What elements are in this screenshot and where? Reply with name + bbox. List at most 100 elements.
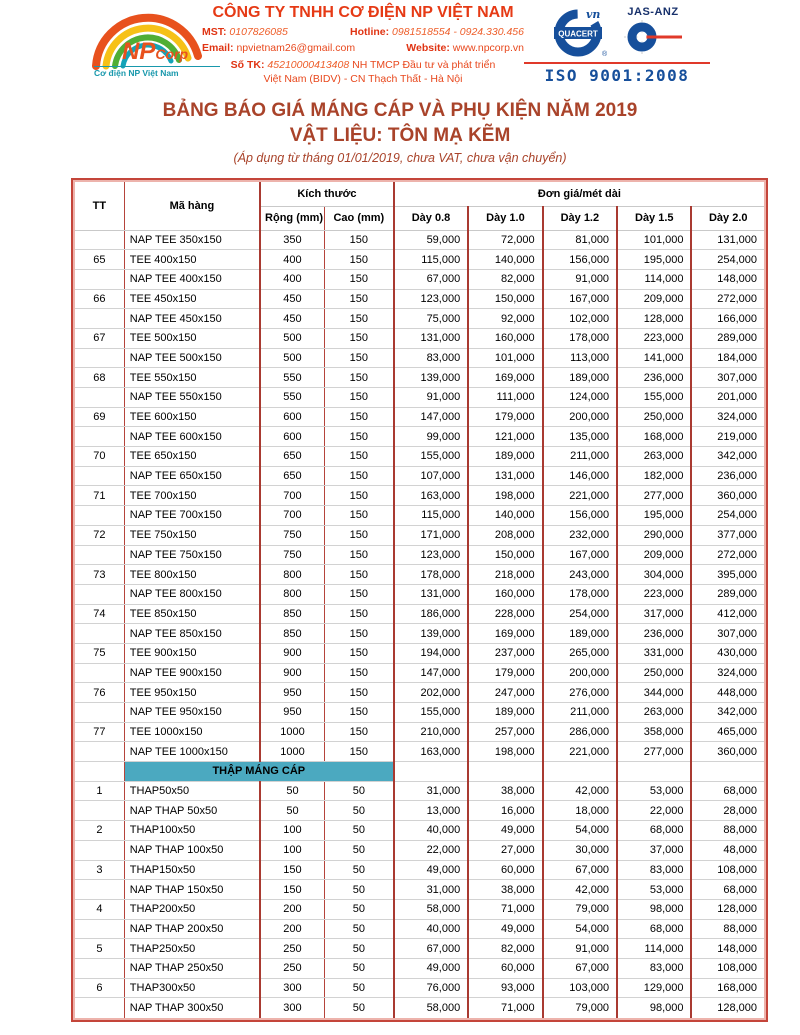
price-cell: 286,000 xyxy=(542,722,619,743)
tt-cell xyxy=(75,426,125,448)
price-cell: 111,000 xyxy=(468,387,544,408)
table-row: NAP THAP 50x50 50 50 13,000 16,000 18,000 22,0… xyxy=(75,800,764,822)
price-cell: 123,000 xyxy=(393,289,470,310)
width-cell: 950 xyxy=(260,702,325,723)
title-block: BẢNG BÁO GIÁ MÁNG CÁP VÀ PHỤ KIỆN NĂM 20… xyxy=(0,100,800,165)
height-cell: 150 xyxy=(324,289,395,310)
tt-cell: 72 xyxy=(75,525,125,546)
product-code-cell: TEE 750x150 xyxy=(124,525,262,546)
price-cell: 189,000 xyxy=(542,367,619,388)
price-cell: 76,000 xyxy=(393,978,470,999)
contact-row-2: Email: npvietnam26@gmail.com Website: ww… xyxy=(202,42,524,54)
table-row: NAP TEE 1000x150 1000 150 163,000 198,000 221… xyxy=(75,741,764,763)
height-cell: 50 xyxy=(324,860,395,881)
price-cell: 324,000 xyxy=(691,407,764,428)
price-cell: 81,000 xyxy=(542,230,619,251)
product-code-cell: NAP THAP 300x50 xyxy=(124,997,262,1018)
height-cell: 50 xyxy=(324,840,395,861)
email: Email: npvietnam26@gmail.com xyxy=(202,42,356,54)
table-row: 1 THAP50x50 50 50 31,000 38,000 42,000 53,000 68… xyxy=(75,781,764,802)
price-cell: 60,000 xyxy=(468,958,544,979)
price-cell: 218,000 xyxy=(468,564,544,585)
price-cell: 38,000 xyxy=(468,879,544,900)
price-cell: 317,000 xyxy=(617,604,693,625)
price-cell: 304,000 xyxy=(617,564,693,585)
product-code-cell: NAP TEE 950x150 xyxy=(124,702,262,723)
price-cell: 178,000 xyxy=(393,564,470,585)
price-cell: 72,000 xyxy=(468,230,544,251)
price-cell: 167,000 xyxy=(542,545,619,566)
width-cell: 700 xyxy=(260,485,325,507)
tt-cell xyxy=(75,308,125,329)
width-cell: 100 xyxy=(260,840,325,861)
tt-cell: 65 xyxy=(75,249,125,270)
price-cell: 307,000 xyxy=(691,623,764,644)
height-cell: 150 xyxy=(324,407,395,428)
price-cell xyxy=(691,761,764,782)
price-cell: 163,000 xyxy=(393,741,470,763)
product-code-cell: NAP THAP 200x50 xyxy=(124,919,262,940)
width-cell: 700 xyxy=(260,505,325,526)
price-cell: 108,000 xyxy=(691,860,764,881)
width-cell: 900 xyxy=(260,663,325,684)
tt-cell xyxy=(75,348,125,369)
width-cell: 650 xyxy=(260,466,325,487)
price-cell: 156,000 xyxy=(542,249,619,270)
price-cell: 114,000 xyxy=(617,269,693,290)
price-cell: 223,000 xyxy=(617,584,693,605)
jas-anz-mark-icon xyxy=(624,20,682,54)
product-code-cell: TEE 850x150 xyxy=(124,604,262,625)
height-cell: 50 xyxy=(324,781,395,802)
width-cell: 250 xyxy=(260,958,325,979)
price-cell: 128,000 xyxy=(691,899,764,920)
tt-cell: 66 xyxy=(75,289,125,310)
price-cell: 91,000 xyxy=(542,269,619,290)
width-cell: 550 xyxy=(260,387,325,408)
product-code-cell: TEE 500x150 xyxy=(124,328,262,349)
height-cell: 150 xyxy=(324,682,395,703)
table-row: 70 TEE 650x150 650 150 155,000 189,000 211,000… xyxy=(75,446,764,467)
price-cell: 140,000 xyxy=(468,505,544,526)
table-row: 71 TEE 700x150 700 150 163,000 198,000 221,000… xyxy=(75,485,764,507)
height-cell: 150 xyxy=(324,367,395,388)
price-cell: 124,000 xyxy=(542,387,619,408)
width-cell: 550 xyxy=(260,367,325,388)
price-cell: 168,000 xyxy=(617,426,693,448)
price-cell: 79,000 xyxy=(542,899,619,920)
header-thickness-3: Dày 1.5 xyxy=(617,206,693,231)
price-cell: 166,000 xyxy=(691,308,764,329)
width-cell: 300 xyxy=(260,978,325,999)
price-cell: 358,000 xyxy=(617,722,693,743)
height-cell: 150 xyxy=(324,485,395,507)
price-cell: 148,000 xyxy=(691,269,764,290)
height-cell: 50 xyxy=(324,899,395,920)
price-cell: 42,000 xyxy=(542,879,619,900)
price-cell: 360,000 xyxy=(691,485,764,507)
tt-cell: 71 xyxy=(75,485,125,507)
price-cell: 223,000 xyxy=(617,328,693,349)
header-width: Rộng (mm) xyxy=(260,206,325,231)
product-code-cell: TEE 700x150 xyxy=(124,485,262,507)
price-cell xyxy=(468,761,544,782)
price-cell: 221,000 xyxy=(542,485,619,507)
height-cell: 50 xyxy=(324,997,395,1018)
table-row: NAP THAP 150x50 150 50 31,000 38,000 42,000 53… xyxy=(75,879,764,900)
price-cell: 178,000 xyxy=(542,584,619,605)
price-cell: 289,000 xyxy=(691,328,764,349)
width-cell: 400 xyxy=(260,249,325,270)
price-cell: 53,000 xyxy=(617,781,693,802)
price-cell: 92,000 xyxy=(468,308,544,329)
price-cell: 243,000 xyxy=(542,564,619,585)
price-cell: 83,000 xyxy=(393,348,470,369)
price-table: TT Mã hàng Kích thước Đơn giá/mét dài Rộ… xyxy=(75,182,764,1018)
price-cell: 237,000 xyxy=(468,643,544,664)
header-price-group: Đơn giá/mét dài xyxy=(393,182,764,207)
price-cell: 67,000 xyxy=(542,958,619,979)
price-cell: 221,000 xyxy=(542,741,619,763)
price-cell: 169,000 xyxy=(468,623,544,644)
price-cell: 412,000 xyxy=(691,604,764,625)
height-cell: 50 xyxy=(324,879,395,900)
price-cell: 254,000 xyxy=(691,505,764,526)
product-code-cell: NAP TEE 350x150 xyxy=(124,230,262,251)
table-row: NAP TEE 400x150 400 150 67,000 82,000 91,000 1… xyxy=(75,269,764,290)
